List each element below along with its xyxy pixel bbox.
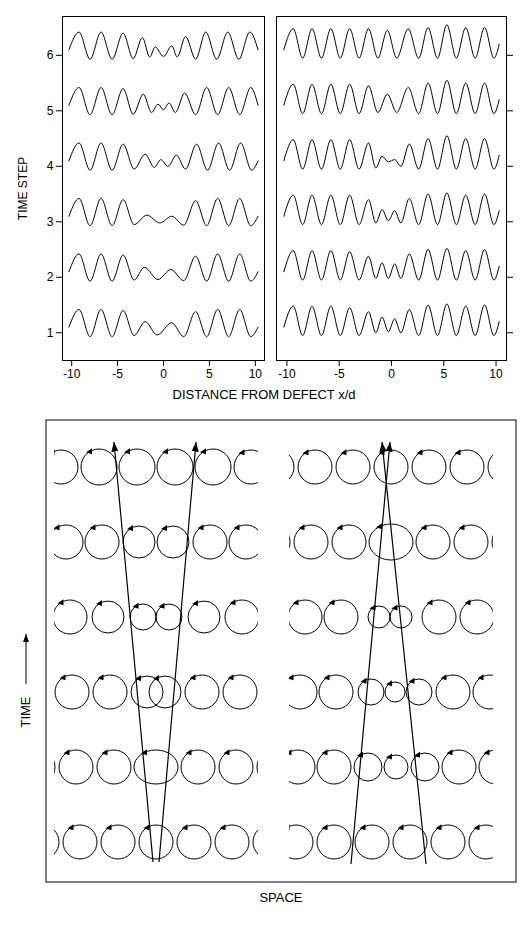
svg-text:-5: -5 [112,367,123,381]
html-text:DISTANCE FROM DEFECT x/d: DISTANCE FROM DEFECT x/d [172,387,356,402]
svg-text:TIME STEP: TIME STEP [16,157,30,220]
svg-text:TIME: TIME [18,696,33,727]
svg-text:10: 10 [489,367,503,381]
svg-text:-10: -10 [278,367,296,381]
svg-text:6: 6 [47,48,54,62]
svg-text:5: 5 [206,367,213,381]
svg-text:5: 5 [47,104,54,118]
svg-text:10: 10 [249,367,263,381]
svg-text:5: 5 [440,367,447,381]
svg-text:1: 1 [47,326,54,340]
svg-text:0: 0 [388,367,395,381]
svg-text:-10: -10 [63,367,81,381]
svg-text:4: 4 [47,159,54,173]
svg-text:-5: -5 [334,367,345,381]
svg-text:2: 2 [47,270,54,284]
svg-text:3: 3 [47,215,54,229]
svg-text:SPACE: SPACE [259,890,302,905]
svg-text:0: 0 [160,367,167,381]
